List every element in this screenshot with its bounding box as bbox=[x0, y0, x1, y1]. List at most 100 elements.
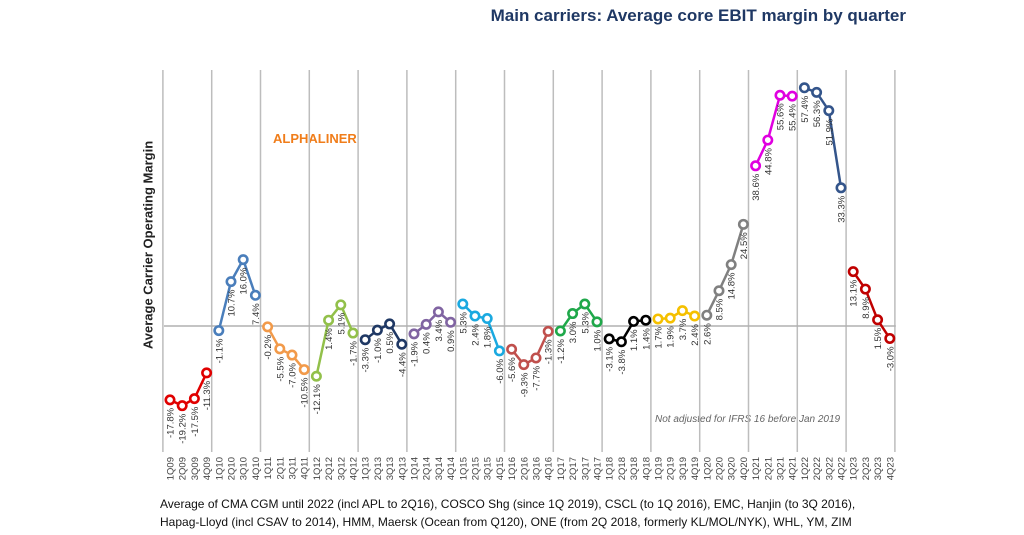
x-tick-label: 4Q12 bbox=[349, 457, 360, 480]
x-tick-label: 4Q21 bbox=[788, 457, 799, 480]
series-2021: 38.6%44.8% 55.6% 55.4% bbox=[750, 89, 799, 201]
data-point bbox=[689, 310, 701, 322]
data-label: 44.8% bbox=[763, 148, 774, 175]
data-label: 1.5% bbox=[873, 327, 884, 349]
x-tick-label: 1Q16 bbox=[507, 457, 518, 480]
data-point bbox=[835, 182, 847, 194]
data-point bbox=[567, 308, 579, 320]
x-tick-label: 3Q16 bbox=[532, 457, 543, 480]
x-tick-label: 1Q09 bbox=[166, 457, 177, 480]
data-label: -0.2% bbox=[263, 334, 274, 359]
data-point bbox=[371, 324, 383, 336]
data-point bbox=[640, 314, 652, 326]
data-point bbox=[420, 318, 432, 330]
data-point bbox=[335, 299, 347, 311]
data-label: -1.1% bbox=[214, 338, 225, 363]
data-point bbox=[872, 314, 884, 326]
data-label: 24.5% bbox=[739, 232, 750, 259]
series-2019: 1.7% 1.9% 3.7% 2.4% bbox=[652, 305, 701, 349]
x-tick-label: 3Q09 bbox=[190, 457, 201, 480]
x-tick-label: 2Q20 bbox=[715, 457, 726, 480]
x-tick-label: 4Q17 bbox=[593, 457, 604, 480]
x-tick-label: 3Q15 bbox=[483, 457, 494, 480]
x-tick-label: 3Q19 bbox=[678, 457, 689, 480]
data-label: 5.1% bbox=[336, 312, 347, 334]
data-label: -5.6% bbox=[507, 357, 518, 382]
series-line-2014 bbox=[413, 310, 452, 335]
series-2015: 5.3%2.4% 1.8%-6.0% bbox=[457, 298, 506, 384]
series-2023: 13.1%8.9%1.5%-3.0% bbox=[847, 266, 896, 371]
data-point bbox=[286, 349, 298, 361]
x-tick-label: 4Q15 bbox=[495, 457, 506, 480]
x-tick-label: 1Q23 bbox=[849, 457, 860, 480]
x-tick-label: 1Q17 bbox=[556, 457, 567, 480]
data-point bbox=[811, 86, 823, 98]
data-point bbox=[652, 313, 664, 325]
data-point bbox=[323, 314, 335, 326]
data-label: 7.4% bbox=[251, 303, 262, 325]
data-point bbox=[884, 332, 896, 344]
data-label: 51.9% bbox=[824, 118, 835, 145]
data-point bbox=[664, 312, 676, 324]
data-label: 1.9% bbox=[666, 326, 677, 348]
x-tick-label: 2Q16 bbox=[519, 457, 530, 480]
data-point bbox=[310, 370, 322, 382]
data-label: -9.3% bbox=[519, 372, 530, 397]
data-label: -1.9% bbox=[410, 341, 421, 366]
x-tick-label: 4Q09 bbox=[202, 457, 213, 480]
data-point bbox=[213, 325, 225, 337]
ifrs-note: Not adjusted for IFRS 16 before Jan 2019 bbox=[655, 414, 841, 425]
x-tick-label: 2Q11 bbox=[275, 457, 286, 480]
data-point bbox=[225, 276, 237, 288]
x-tick-label: 4Q20 bbox=[739, 457, 750, 480]
x-tick-label: 3Q23 bbox=[873, 457, 884, 480]
data-point bbox=[188, 393, 200, 405]
series-line-2016 bbox=[510, 330, 550, 367]
x-tick-label: 2Q12 bbox=[324, 457, 335, 480]
x-tick-label: 3Q12 bbox=[336, 457, 347, 480]
data-label: 55.4% bbox=[788, 104, 799, 131]
x-tick-label: 4Q19 bbox=[690, 457, 701, 480]
series-line-2019 bbox=[657, 309, 696, 321]
footnote-line-2: Hapag-Lloyd (incl CSAV to 2014), HMM, Ma… bbox=[160, 515, 852, 529]
data-point bbox=[737, 218, 749, 230]
x-tick-label: 4Q16 bbox=[544, 457, 555, 480]
data-label: 1.8% bbox=[483, 326, 494, 348]
data-point bbox=[859, 283, 871, 295]
data-label: 1.0% bbox=[593, 329, 604, 351]
data-point bbox=[298, 364, 310, 376]
series-2011: -0.2%-5.5% -7.0%-10.5% bbox=[262, 321, 311, 408]
data-point bbox=[493, 345, 505, 357]
series-2013: -3.3% -1.0% 0.5%-4.4% bbox=[359, 318, 408, 377]
x-tick-label: 1Q10 bbox=[214, 457, 225, 480]
series-line-2017 bbox=[559, 302, 599, 332]
x-tick-label: 3Q18 bbox=[629, 457, 640, 480]
series-line-2022 bbox=[803, 86, 843, 189]
x-tick-label: 2Q15 bbox=[471, 457, 482, 480]
data-label: 8.5% bbox=[715, 298, 726, 320]
data-point bbox=[676, 305, 688, 317]
data-point bbox=[554, 325, 566, 337]
x-tick-label: 3Q11 bbox=[288, 457, 299, 480]
data-point bbox=[201, 367, 213, 379]
footnote-line-1: Average of CMA CGM until 2022 (incl APL … bbox=[160, 497, 856, 511]
data-label: -10.5% bbox=[300, 377, 311, 408]
x-tick-label: 2Q09 bbox=[178, 457, 189, 480]
data-label: -4.4% bbox=[397, 352, 408, 377]
data-label: -1.3% bbox=[544, 339, 555, 364]
series-2014: -1.9% 0.4%3.4% 0.9% bbox=[408, 306, 457, 367]
x-tick-label: 3Q14 bbox=[434, 457, 445, 480]
chart-title: Main carriers: Average core EBIT margin … bbox=[490, 6, 906, 25]
data-point bbox=[249, 289, 261, 301]
data-label: 38.6% bbox=[751, 173, 762, 200]
data-label: 3.7% bbox=[678, 318, 689, 340]
data-label: -1.7% bbox=[349, 341, 360, 366]
data-label: 33.3% bbox=[837, 195, 848, 222]
data-point bbox=[457, 298, 469, 310]
series-2016: -5.6%-9.3% -7.7%-1.3% bbox=[506, 325, 555, 397]
x-tick-label: 2Q19 bbox=[666, 457, 677, 480]
x-tick-label: 1Q21 bbox=[751, 457, 762, 480]
data-label: 1.4% bbox=[324, 328, 335, 350]
data-label: -17.5% bbox=[190, 406, 201, 437]
